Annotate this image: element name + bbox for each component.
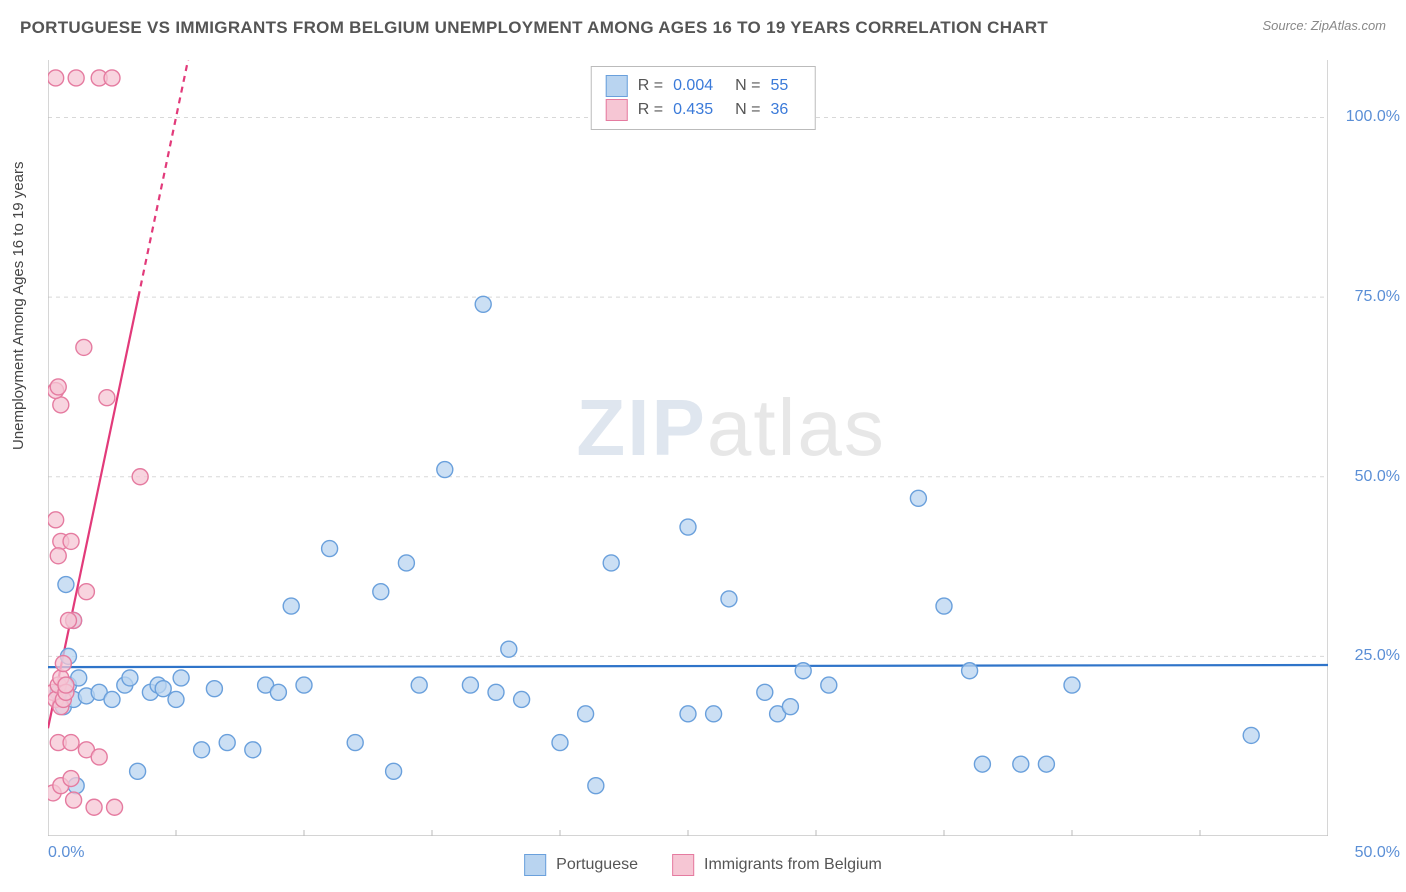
series-legend: Portuguese Immigrants from Belgium <box>524 854 882 876</box>
swatch-icon <box>606 75 628 97</box>
chart-title: PORTUGUESE VS IMMIGRANTS FROM BELGIUM UN… <box>20 18 1048 37</box>
legend-row-portuguese: R = 0.004 N = 55 <box>606 75 801 97</box>
chart-plot-area <box>48 60 1328 836</box>
legend-label: Immigrants from Belgium <box>704 856 882 874</box>
legend-label: Portuguese <box>556 856 638 874</box>
y-tick-label: 25.0% <box>1355 647 1400 665</box>
swatch-icon <box>672 854 694 876</box>
scatter-chart-svg <box>48 60 1328 836</box>
correlation-legend: R = 0.004 N = 55 R = 0.435 N = 36 <box>591 66 816 130</box>
y-tick-label: 50.0% <box>1355 468 1400 486</box>
y-tick-label: 75.0% <box>1355 288 1400 306</box>
x-tick-label: 0.0% <box>48 844 84 862</box>
source-label: Source: ZipAtlas.com <box>1262 18 1386 33</box>
y-axis-label: Unemployment Among Ages 16 to 19 years <box>10 161 27 450</box>
swatch-icon <box>606 99 628 121</box>
x-tick-label: 50.0% <box>1355 844 1400 862</box>
swatch-icon <box>524 854 546 876</box>
y-tick-label: 100.0% <box>1346 108 1400 126</box>
legend-row-belgium: R = 0.435 N = 36 <box>606 99 801 121</box>
